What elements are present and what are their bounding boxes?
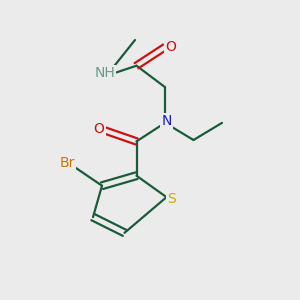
Text: Br: Br xyxy=(60,156,75,170)
Text: O: O xyxy=(94,122,104,136)
Text: N: N xyxy=(161,114,172,128)
Text: O: O xyxy=(165,40,176,54)
Text: S: S xyxy=(167,192,176,206)
Text: NH: NH xyxy=(94,66,116,80)
